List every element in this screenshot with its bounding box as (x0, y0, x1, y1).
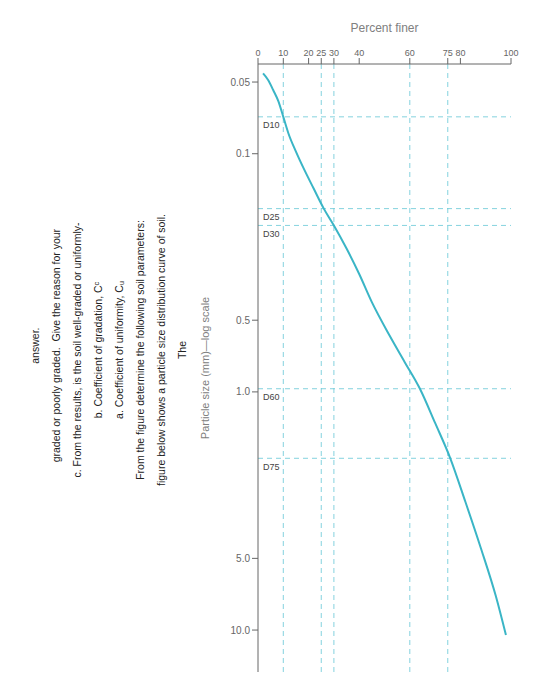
svg-text:20: 20 (304, 48, 314, 58)
svg-text:D10: D10 (263, 120, 280, 130)
svg-text:10.0: 10.0 (231, 625, 251, 636)
svg-text:80: 80 (455, 48, 465, 58)
svg-text:30: 30 (329, 48, 339, 58)
svg-text:25: 25 (316, 48, 326, 58)
svg-text:D60: D60 (263, 392, 280, 402)
svg-text:Percent finer: Percent finer (350, 21, 418, 35)
svg-text:75: 75 (443, 48, 453, 58)
svg-text:answer.: answer. (29, 328, 41, 373)
svg-text:D75: D75 (263, 462, 280, 472)
svg-text:a. Coefficient of uniformity,: a. Coefficient of uniformity, Cᵤ (113, 281, 125, 419)
svg-text:0: 0 (255, 48, 260, 58)
svg-text:D25: D25 (263, 212, 280, 222)
svg-text:figure below shows a particle: figure below shows a particle size distr… (155, 214, 167, 486)
svg-text:0.05: 0.05 (231, 77, 251, 88)
svg-text:0.5: 0.5 (236, 315, 250, 326)
svg-text:10: 10 (278, 48, 288, 58)
svg-text:From the figure determine the: From the figure determine the following … (134, 220, 146, 480)
svg-text:100: 100 (503, 48, 518, 58)
svg-text:D30: D30 (263, 229, 280, 239)
svg-text:5.0: 5.0 (236, 553, 250, 564)
svg-text:b. Coefficient of gradation, C: b. Coefficient of gradation, Cᶜ (92, 281, 104, 418)
svg-text:graded or poorly graded. Give: graded or poorly graded. Give the reason… (50, 228, 62, 471)
svg-text:Particle size (mm)—log scale: Particle size (mm)—log scale (199, 297, 211, 439)
svg-text:40: 40 (354, 48, 364, 58)
svg-text:The: The (176, 341, 188, 359)
svg-text:1.0: 1.0 (236, 386, 250, 397)
svg-text:c. From the results, is the so: c. From the results, is the soil well-gr… (71, 222, 83, 478)
svg-text:0.1: 0.1 (236, 148, 250, 159)
svg-text:60: 60 (405, 48, 415, 58)
